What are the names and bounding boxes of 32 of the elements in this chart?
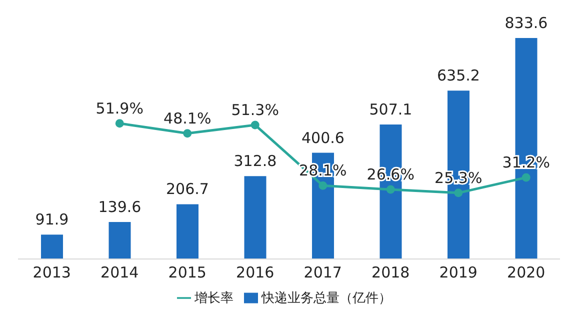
x-tick-label: 2016	[236, 264, 274, 282]
point	[522, 173, 530, 182]
data-label: 635.2	[437, 66, 480, 85]
x-tick-label: 2017	[304, 264, 342, 282]
legend-label: 快递业务总量（亿件）	[262, 291, 392, 306]
data-label: 91.9	[35, 210, 69, 229]
data-label: 51.3%	[231, 100, 279, 119]
bar	[176, 204, 198, 259]
x-tick-label: 2019	[439, 264, 478, 282]
point	[250, 120, 260, 130]
data-label: 400.6	[302, 128, 344, 147]
x-tick-label: 2020	[507, 264, 546, 282]
point	[386, 185, 395, 194]
point	[115, 119, 124, 128]
point	[183, 129, 192, 138]
x-tick-label: 2014	[100, 264, 139, 282]
x-tick-label: 2015	[168, 264, 206, 282]
x-tick-label: 2013	[32, 264, 71, 282]
bar	[244, 176, 266, 259]
bar	[108, 222, 131, 259]
data-label: 48.1%	[164, 109, 212, 128]
point	[454, 188, 463, 198]
legend-label: 增长率	[194, 291, 234, 306]
data-label: 51.9%	[96, 99, 144, 118]
data-label: 507.1	[369, 100, 412, 119]
point	[318, 181, 328, 190]
data-label: 312.8	[234, 152, 277, 170]
x-tick-label: 2018	[372, 264, 410, 282]
data-label: 833.6	[504, 14, 548, 32]
bar	[41, 234, 63, 259]
data-label: 139.6	[98, 198, 142, 216]
data-label: 206.7	[166, 180, 209, 198]
